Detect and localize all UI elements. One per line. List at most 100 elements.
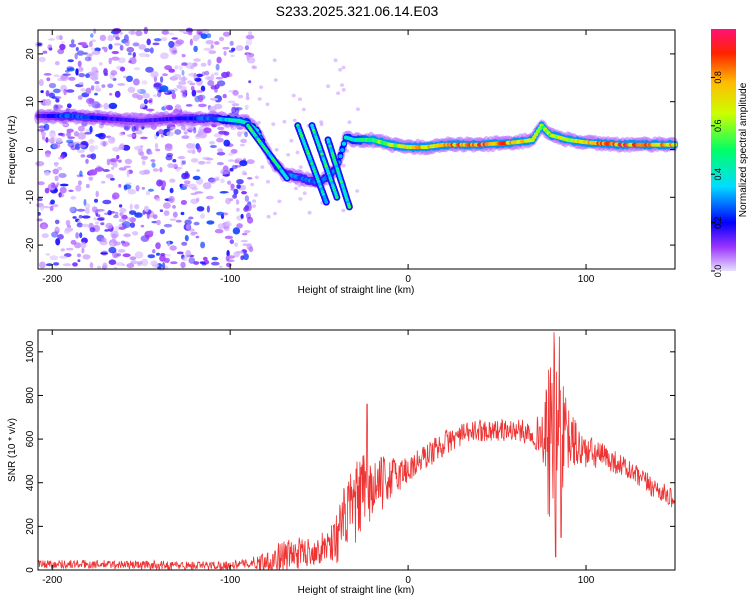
noise-blob [143, 205, 149, 213]
noise-blob [44, 170, 51, 176]
noise-blob [254, 193, 258, 197]
noise-blob [91, 39, 97, 43]
noise-blob [150, 71, 159, 78]
noise-blob [223, 50, 227, 56]
noise-blob [41, 233, 49, 239]
noise-blob [115, 211, 119, 217]
noise-blob [94, 198, 98, 203]
noise-blob [160, 134, 164, 138]
noise-blob [190, 65, 195, 70]
noise-blob [142, 92, 150, 99]
y-tick-label: 10 [25, 96, 36, 108]
noise-blob [164, 253, 172, 257]
noise-blob [89, 227, 96, 233]
noise-blob [155, 148, 161, 152]
noise-blob [58, 173, 67, 178]
noise-blob [43, 73, 52, 76]
noise-blob [81, 223, 90, 228]
noise-blob [192, 143, 196, 151]
noise-blob [294, 186, 298, 191]
noise-blob [169, 178, 176, 183]
noise-blob [266, 214, 271, 219]
noise-blob [91, 206, 98, 213]
noise-blob [254, 175, 259, 180]
noise-blob [164, 65, 173, 71]
noise-blob [145, 54, 150, 58]
noise-blob [59, 183, 69, 187]
tone-band-core [534, 132, 539, 137]
noise-blob [159, 209, 164, 212]
noise-blob [107, 210, 112, 216]
noise-blob [113, 241, 121, 246]
tone-band-core [532, 135, 537, 140]
noise-blob [289, 138, 294, 143]
x-tick-label: 100 [578, 575, 595, 586]
noise-blob [196, 73, 203, 78]
noise-blob [229, 40, 234, 46]
noise-blob [109, 72, 115, 80]
noise-blob [183, 93, 187, 98]
noise-blob [181, 70, 185, 76]
noise-blob [236, 223, 243, 229]
noise-blob [122, 144, 131, 151]
noise-blob [102, 141, 107, 147]
noise-blob [240, 138, 248, 144]
noise-blob [169, 187, 174, 194]
noise-blob [54, 219, 60, 225]
noise-blob [119, 31, 123, 35]
y-tick-label: 20 [25, 48, 36, 60]
noise-blob [109, 158, 119, 163]
noise-blob [53, 262, 60, 266]
noise-blob [152, 214, 158, 220]
noise-blob [140, 136, 148, 140]
noise-blob [205, 195, 214, 200]
noise-blob [220, 178, 225, 184]
noise-blob [60, 248, 65, 252]
noise-blob [89, 40, 93, 48]
noise-blob [169, 245, 177, 251]
noise-blob [111, 56, 120, 61]
noise-blob [89, 125, 93, 133]
noise-blob [193, 127, 197, 134]
noise-blob [128, 30, 137, 35]
noise-blob [119, 212, 124, 217]
noise-blob [338, 68, 343, 72]
noise-blob [214, 41, 220, 45]
noise-blob [230, 149, 238, 154]
noise-blob [161, 30, 169, 35]
noise-blob [216, 137, 224, 143]
noise-blob [272, 58, 277, 62]
noise-blob [273, 211, 277, 216]
noise-blob [40, 90, 44, 94]
noise-blob [135, 30, 143, 37]
noise-blob [187, 31, 193, 36]
noise-blob [191, 186, 198, 191]
noise-blob [200, 33, 208, 39]
noise-blob [148, 99, 153, 104]
noise-blob [302, 191, 307, 195]
noise-blob [233, 188, 239, 195]
x-tick-label: 0 [405, 274, 411, 285]
noise-blob [117, 83, 126, 86]
noise-blob [117, 249, 126, 253]
noise-blob [140, 103, 146, 108]
noise-blob [260, 165, 265, 169]
noise-blob [259, 85, 264, 89]
noise-blob [136, 261, 143, 265]
noise-blob [108, 259, 117, 266]
noise-blob [42, 50, 48, 54]
noise-blob [111, 233, 117, 241]
noise-blob [243, 253, 249, 261]
noise-blob [200, 213, 205, 219]
noise-blob [215, 76, 223, 80]
noise-blob [198, 103, 207, 108]
noise-blob [172, 88, 178, 92]
noise-blob [193, 72, 197, 81]
noise-blob [95, 87, 102, 92]
noise-blob [207, 59, 212, 66]
y-tick-label: 800 [25, 387, 36, 404]
noise-blob [186, 80, 193, 84]
y-tick-label: 600 [25, 430, 36, 447]
noise-blob [136, 94, 144, 101]
colorbar-tick-label: 0.2 [713, 216, 723, 229]
